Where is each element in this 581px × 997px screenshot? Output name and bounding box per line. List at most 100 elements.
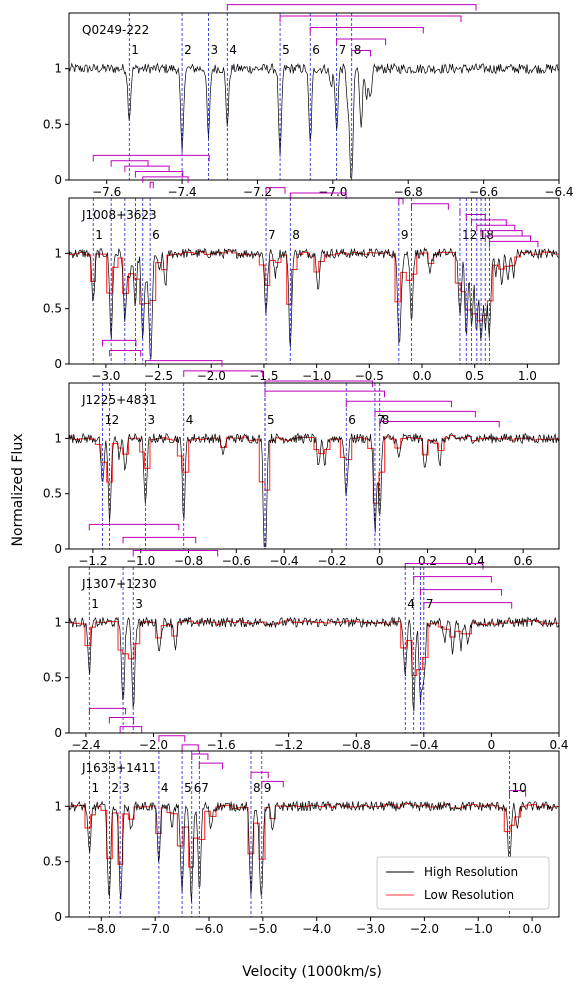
series-high-resolution xyxy=(69,616,559,712)
system-label: 1 xyxy=(95,228,103,242)
x-tick-label: −5.0 xyxy=(248,922,277,936)
system-label: 8 xyxy=(354,43,362,57)
system-bracket xyxy=(198,762,223,770)
y-tick-label: 1 xyxy=(54,246,62,260)
system-label: 1 xyxy=(91,781,99,795)
y-tick-label: 0.5 xyxy=(43,117,62,131)
x-tick-label: −7.4 xyxy=(168,185,197,199)
panels: 1 2 3 4 5 6 7 8−7.6 −7.4 −7.2 −7.0 −6.8 −6.6 −6.400.5… xyxy=(43,4,574,936)
y-tick-label: 1 xyxy=(54,62,62,76)
system-label: 12 xyxy=(462,228,477,242)
series-low-resolution xyxy=(69,619,559,677)
x-tick-label: −6.4 xyxy=(544,185,573,199)
panel-title: Q0249-222 xyxy=(82,23,149,37)
system-bracket xyxy=(132,549,219,557)
system-bracket xyxy=(374,410,476,418)
x-tick-label: −7.2 xyxy=(243,185,272,199)
legend: High Resolution Low Resolution xyxy=(376,856,550,910)
system-bracket xyxy=(181,744,199,751)
system-bracket xyxy=(183,370,264,377)
x-tick-label: −8.0 xyxy=(87,922,116,936)
system-bracket xyxy=(413,576,492,583)
system-label: 6 xyxy=(194,781,202,795)
panel-title: J1225+4831 xyxy=(81,393,157,407)
x-tick-label: −6.8 xyxy=(394,185,423,199)
system-label: 1 xyxy=(131,43,139,57)
system-bracket xyxy=(265,187,286,194)
system-bracket xyxy=(88,707,127,715)
x-tick-label: −0.2 xyxy=(317,554,346,568)
system-label: 4 xyxy=(186,413,194,427)
system-bracket xyxy=(226,4,477,11)
x-tick-label: −3.0 xyxy=(356,922,385,936)
panel-title: J1307+1230 xyxy=(81,577,157,591)
system-bracket xyxy=(508,790,527,797)
system-bracket xyxy=(476,224,516,232)
system-label: 7 xyxy=(201,781,209,795)
system-label: 7 xyxy=(377,413,385,427)
series-high-resolution xyxy=(69,432,559,548)
system-label: 9 xyxy=(264,781,272,795)
y-tick-label: 1 xyxy=(54,615,62,629)
system-bracket xyxy=(351,50,372,57)
system-label: 6 xyxy=(152,228,160,242)
panel-title: J1633+1411 xyxy=(81,761,157,775)
system-label: 7 xyxy=(426,597,434,611)
x-tick-label: 0 xyxy=(376,554,384,568)
system-label: 7 xyxy=(339,43,347,57)
system-label: 9 xyxy=(401,228,409,242)
system-label: 5 xyxy=(267,413,275,427)
x-tick-label: −7.0 xyxy=(318,185,347,199)
y-tick-label: 1 xyxy=(54,431,62,445)
system-label: 4 xyxy=(229,43,237,57)
series-high-resolution xyxy=(69,62,559,179)
system-bracket xyxy=(465,213,486,221)
system-bracket xyxy=(191,753,209,761)
system-label: 1 xyxy=(91,597,99,611)
system-label: 3 xyxy=(210,43,218,57)
x-tick-label: −1.6 xyxy=(206,738,235,752)
x-axis-label: Velocity (1000km/s) xyxy=(242,964,382,980)
series-high-resolution xyxy=(69,800,559,903)
system-label: 2 xyxy=(111,781,119,795)
y-axis-label: Normalized Flux xyxy=(10,434,26,547)
system-bracket xyxy=(264,390,386,398)
system-label: 10 xyxy=(511,781,526,795)
x-tick-label: −2.0 xyxy=(410,922,439,936)
plot-frame xyxy=(68,382,560,550)
system-bracket xyxy=(398,197,404,205)
system-bracket xyxy=(109,350,142,357)
panel-2: 1 6 7 8 9 12 18 −3.0 −2.5 −2.0 −1.5 −1.0 −0.5 0.0 0.5 1… xyxy=(43,154,560,383)
plot-frame xyxy=(68,12,560,181)
y-tick-label: 0.5 xyxy=(43,855,62,869)
y-tick-label: 0 xyxy=(54,542,62,556)
x-tick-label: −0.6 xyxy=(222,554,251,568)
system-bracket xyxy=(379,421,500,428)
system-bracket xyxy=(119,726,143,733)
x-tick-label: 0.0 xyxy=(523,922,542,936)
system-bracket xyxy=(261,780,284,788)
system-bracket xyxy=(124,165,170,173)
system-bracket xyxy=(345,400,452,408)
system-bracket xyxy=(122,536,197,544)
y-tick-label: 0 xyxy=(54,726,62,740)
x-tick-label: −1.0 xyxy=(464,922,493,936)
system-label: 2 xyxy=(112,413,120,427)
panel-title: J1008+3623 xyxy=(81,208,157,222)
series-high-resolution xyxy=(69,247,559,359)
x-tick-label: 0.6 xyxy=(514,554,533,568)
system-label: 6 xyxy=(348,413,356,427)
x-tick-label: 0 xyxy=(488,738,496,752)
x-tick-label: −7.0 xyxy=(141,922,170,936)
x-tick-label: −2.0 xyxy=(139,738,168,752)
system-bracket xyxy=(110,160,149,167)
x-tick-label: 0.4 xyxy=(549,738,568,752)
y-tick-label: 0 xyxy=(54,173,62,187)
x-tick-label: −0.4 xyxy=(270,554,299,568)
system-bracket xyxy=(309,27,424,34)
x-tick-label: −0.4 xyxy=(409,738,438,752)
system-bracket xyxy=(336,38,387,46)
system-bracket xyxy=(250,771,269,779)
y-tick-label: 0.5 xyxy=(43,671,62,685)
x-tick-label: 0.2 xyxy=(418,554,437,568)
